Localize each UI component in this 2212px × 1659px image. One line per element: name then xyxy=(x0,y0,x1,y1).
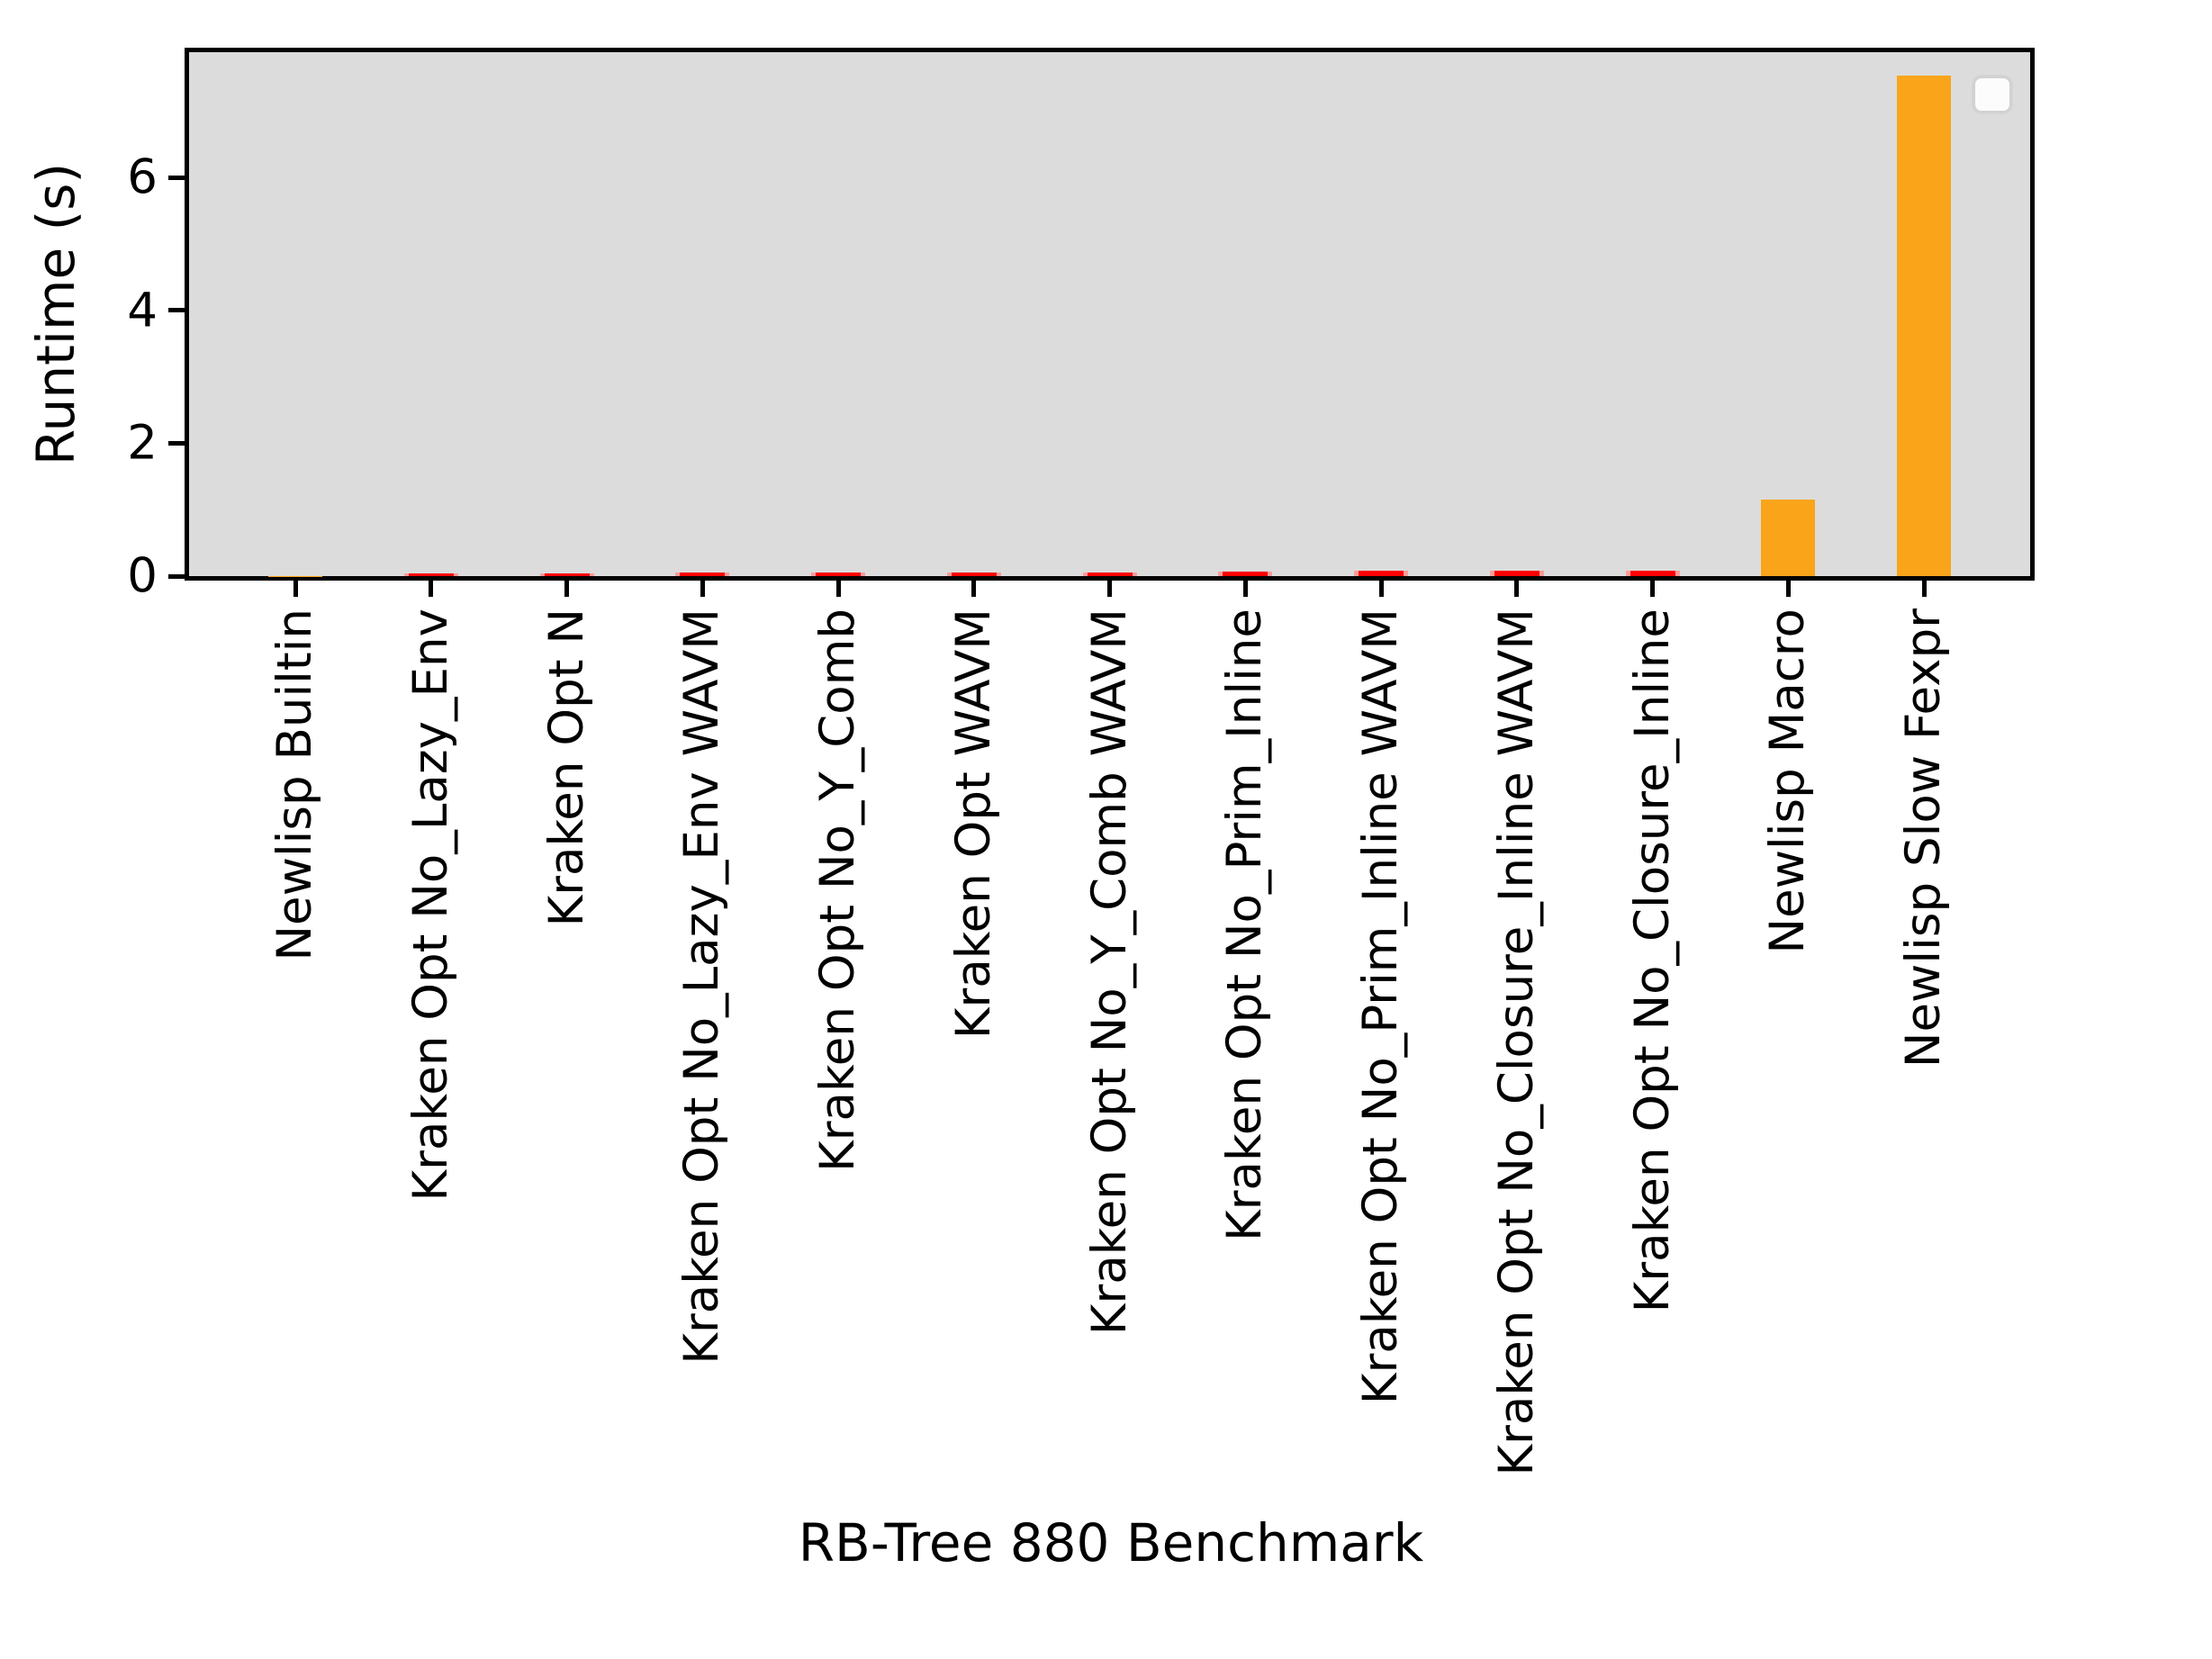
x-tick-mark xyxy=(429,581,434,597)
bar-kraken-opt-no-lazy-env-wavm xyxy=(675,573,730,576)
x-tick-label: Kraken Opt N xyxy=(538,609,594,927)
x-tick-label: Kraken Opt No_Lazy_Env xyxy=(402,609,458,1202)
x-tick-label: Kraken Opt No_Prim_Inline WAVM xyxy=(1353,609,1408,1405)
x-axis-label: RB-Tree 880 Benchmark xyxy=(798,1512,1424,1573)
x-tick-mark xyxy=(971,581,977,597)
x-tick-label: Newlisp Slow Fexpr xyxy=(1896,609,1951,1068)
bar-newlisp-macro xyxy=(1761,500,1816,576)
x-tick-label: Kraken Opt No_Prim_Inline xyxy=(1217,609,1273,1241)
y-tick-label: 6 xyxy=(127,149,158,205)
y-tick-mark xyxy=(168,440,185,446)
bar-kraken-opt-wavm xyxy=(946,573,1001,576)
bar-kraken-opt-no-prim-inline xyxy=(1218,571,1273,576)
x-tick-mark xyxy=(1785,581,1791,597)
legend-box-empty xyxy=(1973,76,2012,113)
bar-kraken-opt-no-prim-inline-wavm xyxy=(1354,571,1408,576)
x-tick-label: Kraken Opt No_Closure_Inline WAVM xyxy=(1488,609,1544,1476)
x-tick-label: Newlisp Macro xyxy=(1760,609,1816,954)
x-tick-mark xyxy=(1242,581,1248,597)
y-tick-label: 0 xyxy=(127,548,158,604)
y-tick-mark xyxy=(168,573,185,579)
x-tick-mark xyxy=(700,581,705,597)
y-tick-label: 2 xyxy=(127,415,158,471)
x-tick-mark xyxy=(1107,581,1112,597)
x-tick-mark xyxy=(1378,581,1384,597)
bar-kraken-opt-no-y-comb-wavm xyxy=(1082,573,1137,576)
x-tick-mark xyxy=(564,581,569,597)
x-tick-label: Kraken Opt No_Closure_Inline xyxy=(1624,609,1680,1313)
x-tick-mark xyxy=(1921,581,1927,597)
plot-area xyxy=(185,48,2035,581)
bar-kraken-opt-no-closure-inline-wavm xyxy=(1489,571,1544,576)
x-tick-label: Kraken Opt No_Lazy_Env WAVM xyxy=(674,609,730,1365)
x-tick-label: Kraken Opt WAVM xyxy=(945,609,1001,1040)
y-tick-label: 4 xyxy=(127,283,158,338)
y-tick-mark xyxy=(168,175,185,180)
bar-kraken-opt-n xyxy=(539,573,594,576)
bar-kraken-opt-no-closure-inline xyxy=(1625,571,1680,576)
bar-kraken-opt-no-y-comb xyxy=(811,573,865,576)
x-tick-label: Kraken Opt No_Y_Comb WAVM xyxy=(1081,609,1137,1336)
bar-newlisp-slow-fexpr xyxy=(1897,75,1951,576)
x-tick-mark xyxy=(1650,581,1655,597)
x-tick-label: Newlisp Builtin xyxy=(267,609,322,961)
y-tick-mark xyxy=(168,308,185,313)
x-tick-label: Kraken Opt No_Y_Comb xyxy=(810,609,865,1173)
x-tick-mark xyxy=(835,581,841,597)
x-tick-mark xyxy=(1514,581,1520,597)
bar-kraken-opt-no-lazy-env xyxy=(403,573,458,576)
x-tick-mark xyxy=(293,581,298,597)
